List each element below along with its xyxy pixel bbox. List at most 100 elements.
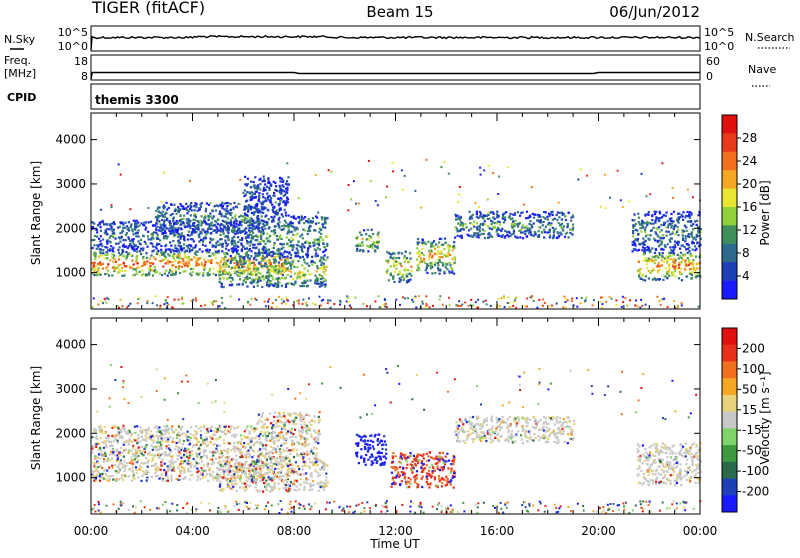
heatmap-cell: [135, 449, 137, 451]
heatmap-cell: [187, 234, 189, 236]
beam-label: Beam 15: [366, 3, 433, 21]
heatmap-cell: [282, 215, 284, 217]
heatmap-cell: [687, 257, 689, 259]
heatmap-cell: [377, 233, 379, 235]
heatmap-cell: [137, 434, 139, 436]
heatmap-cell: [658, 262, 660, 264]
heatmap-cell: [641, 305, 643, 307]
heatmap-cell: [526, 230, 528, 232]
heatmap-cell: [419, 263, 421, 265]
heatmap-cell: [652, 268, 654, 270]
heatmap-cell: [263, 240, 265, 242]
heatmap-cell: [139, 271, 141, 273]
heatmap-cell: [209, 274, 211, 276]
heatmap-cell: [110, 245, 112, 247]
heatmap-cell: [401, 169, 403, 171]
heatmap-cell: [230, 209, 232, 211]
heatmap-cell: [661, 241, 663, 243]
heatmap-cell: [454, 237, 456, 239]
heatmap-cell: [146, 444, 148, 446]
heatmap-cell: [200, 434, 202, 436]
heatmap-cell: [315, 255, 317, 257]
heatmap-cell: [254, 437, 256, 439]
heatmap-cell: [430, 267, 432, 269]
heatmap-cell: [684, 246, 686, 248]
heatmap-cell: [309, 279, 311, 281]
heatmap-cell: [679, 248, 681, 250]
heatmap-cell: [102, 267, 104, 269]
heatmap-cell: [247, 273, 249, 275]
heatmap-cell: [406, 257, 408, 259]
nsky-label: N.Sky: [4, 33, 36, 46]
heatmap-cell: [284, 209, 286, 211]
heatmap-cell: [201, 262, 203, 264]
heatmap-cell: [203, 259, 205, 261]
heatmap-cell: [538, 230, 540, 232]
heatmap-cell: [267, 178, 269, 180]
heatmap-cell: [112, 445, 114, 447]
heatmap-cell: [213, 478, 215, 480]
heatmap-cell: [282, 180, 284, 182]
heatmap-cell: [266, 271, 268, 273]
heatmap-cell: [431, 256, 433, 258]
heatmap-cell: [307, 250, 309, 252]
heatmap-cell: [258, 272, 260, 274]
heatmap-cell: [270, 262, 272, 264]
heatmap-cell: [147, 231, 149, 233]
heatmap-cell: [160, 305, 162, 307]
heatmap-cell: [693, 267, 695, 269]
heatmap-cell: [136, 220, 138, 222]
heatmap-cell: [605, 301, 607, 303]
heatmap-cell: [171, 425, 173, 427]
heatmap-cell: [135, 235, 137, 237]
heatmap-cell: [154, 427, 156, 429]
heatmap-cell: [637, 269, 639, 271]
heatmap-cell: [115, 470, 117, 472]
heatmap-cell: [406, 275, 408, 277]
heatmap-cell: [181, 266, 183, 268]
heatmap-cell: [290, 254, 292, 256]
heatmap-cell: [276, 235, 278, 237]
heatmap-cell: [429, 253, 431, 255]
heatmap-cell: [142, 235, 144, 237]
heatmap-cell: [170, 203, 172, 205]
heatmap-cell: [272, 217, 274, 219]
heatmap-cell: [178, 268, 180, 270]
heatmap-cell: [132, 230, 134, 232]
heatmap-cell: [292, 246, 294, 248]
heatmap-cell: [261, 226, 263, 228]
heatmap-cell: [562, 229, 564, 231]
heatmap-cell: [679, 216, 681, 218]
heatmap-cell: [226, 245, 228, 247]
heatmap-cell: [644, 279, 646, 281]
heatmap-cell: [265, 305, 267, 307]
heatmap-cell: [152, 465, 154, 467]
heatmap-cell: [137, 225, 139, 227]
heatmap-cell: [286, 299, 288, 301]
heatmap-cell: [482, 229, 484, 231]
heatmap-cell: [268, 226, 270, 228]
heatmap-cell: [302, 299, 304, 301]
heatmap-cell: [649, 260, 651, 262]
heatmap-cell: [101, 432, 103, 434]
heatmap-cell: [655, 259, 657, 261]
heatmap-cell: [439, 253, 441, 255]
heatmap-cell: [479, 215, 481, 217]
heatmap-cell: [174, 234, 176, 236]
heatmap-cell: [278, 296, 280, 298]
heatmap-cell: [350, 306, 352, 308]
y-tick-label: 2000: [55, 221, 86, 235]
heatmap-cell: [564, 215, 566, 217]
heatmap-cell: [232, 247, 234, 249]
heatmap-cell: [645, 304, 647, 306]
heatmap-cell: [112, 234, 114, 236]
heatmap-cell: [144, 241, 146, 243]
heatmap-cell: [307, 233, 309, 235]
heatmap-cell: [290, 276, 292, 278]
heatmap-cell: [202, 240, 204, 242]
heatmap-cell: [244, 176, 246, 178]
heatmap-cell: [459, 186, 461, 188]
heatmap-cell: [137, 459, 139, 461]
heatmap-cell: [246, 425, 248, 427]
